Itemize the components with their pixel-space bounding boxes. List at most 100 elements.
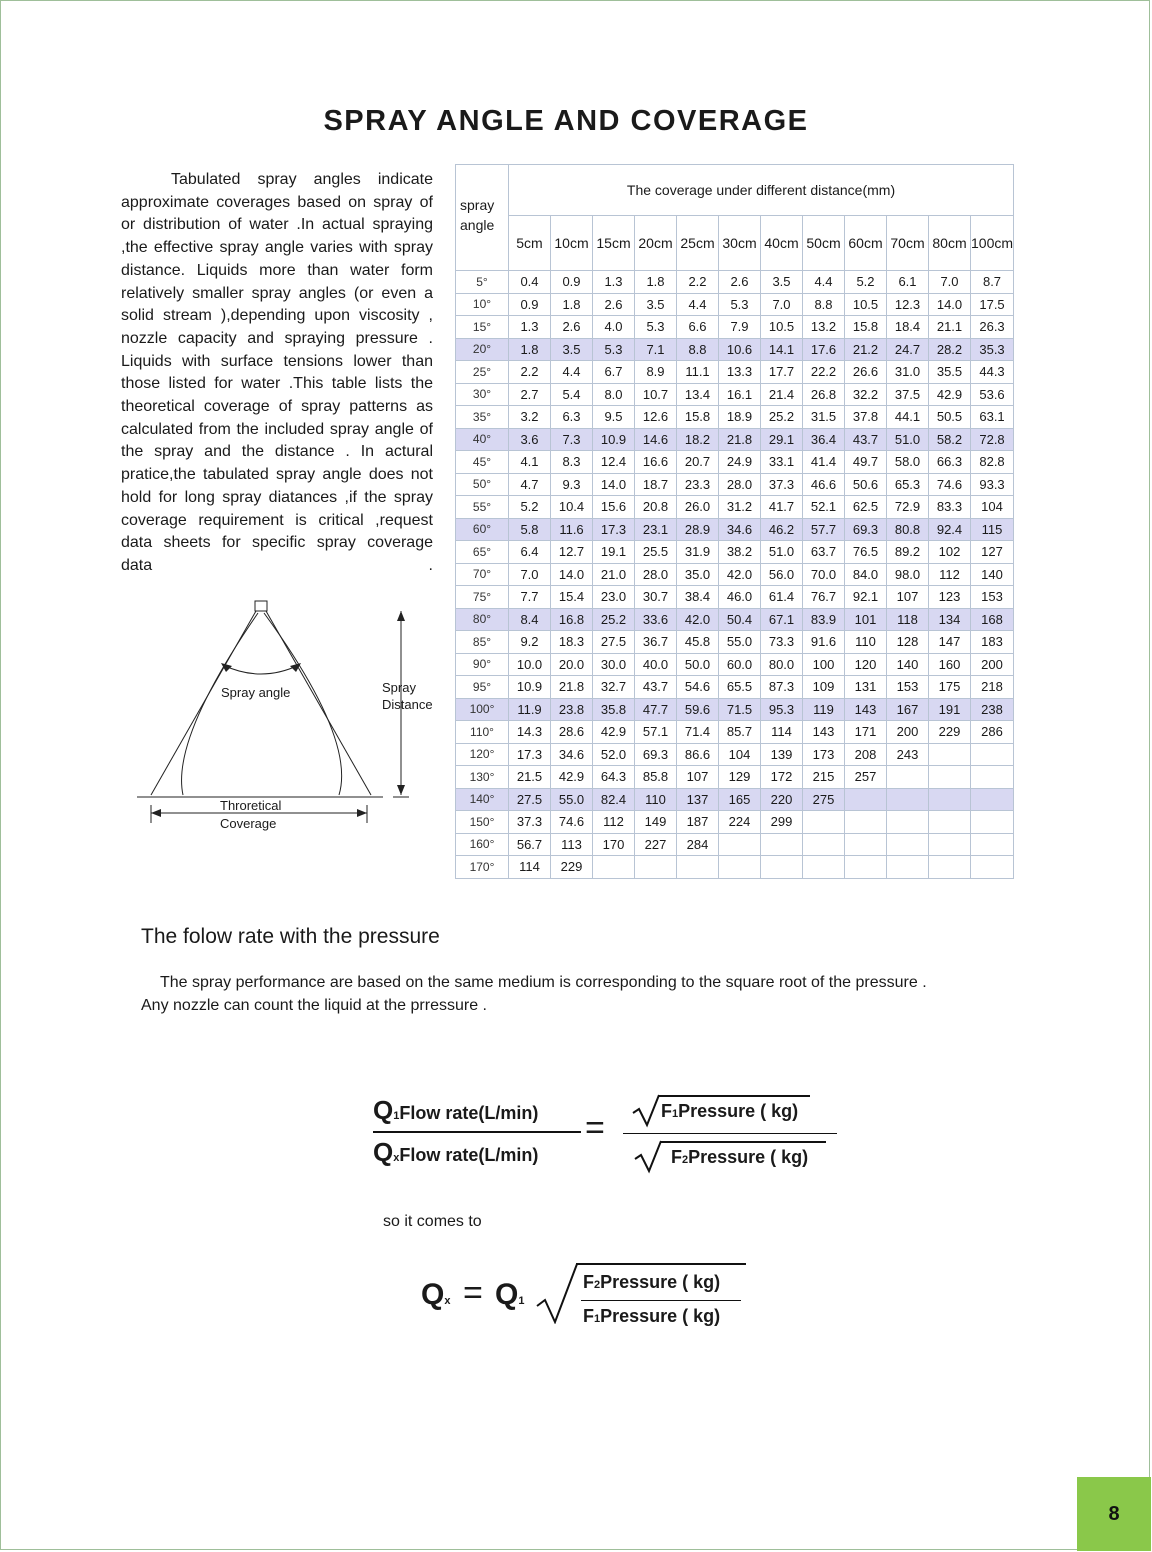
formula1-denominator-right: F2Pressure ( kg) <box>671 1147 809 1167</box>
coverage-cell: 35.3 <box>969 337 1015 361</box>
formula2-q1: Q1 <box>495 1278 525 1311</box>
angle-cell: 35° <box>455 405 509 429</box>
table-row: 80° 8.4 16.8 25.2 33.6 42.0 50.4 67.1 83.9 101 118… <box>455 607 1015 631</box>
coverage-cell: 229 <box>550 855 593 879</box>
coverage-cell: 10.0 <box>508 652 551 676</box>
coverage-cell: 64.3 <box>592 765 635 789</box>
coverage-cell: 65.5 <box>718 675 761 699</box>
coverage-cell <box>760 832 803 856</box>
coverage-cell: 32.7 <box>592 675 635 699</box>
coverage-cell: 37.8 <box>844 405 887 429</box>
coverage-table: spray angle The coverage under different… <box>455 164 1015 879</box>
coverage-cell: 57.1 <box>634 720 677 744</box>
formula1-left-fraction-bar <box>373 1131 581 1133</box>
coverage-cell: 1.8 <box>550 292 593 316</box>
coverage-cell: 8.7 <box>969 270 1015 294</box>
spray-curve-right <box>263 612 343 796</box>
coverage-cell: 7.1 <box>634 337 677 361</box>
coverage-cell: 46.0 <box>718 585 761 609</box>
coverage-cell: 5.4 <box>550 382 593 406</box>
coverage-cell <box>886 810 929 834</box>
coverage-cell: 36.4 <box>802 427 845 451</box>
coverage-cell: 149 <box>634 810 677 834</box>
coverage-cell: 30.7 <box>634 585 677 609</box>
sqrt-icon <box>536 1263 578 1324</box>
coverage-cell: 84.0 <box>844 562 887 586</box>
coverage-cell: 22.2 <box>802 360 845 384</box>
distance-header: 50cm <box>802 215 845 271</box>
coverage-cell: 13.3 <box>718 360 761 384</box>
coverage-cell: 101 <box>844 607 887 631</box>
coverage-cell: 28.2 <box>928 337 971 361</box>
distance-header: 80cm <box>928 215 971 271</box>
coverage-cell: 5.3 <box>634 315 677 339</box>
spray-diagram-graphic <box>137 600 409 823</box>
coverage-cell: 131 <box>844 675 887 699</box>
coverage-cell: 42.9 <box>550 765 593 789</box>
coverage-cell: 26.0 <box>676 495 719 519</box>
distance-arrow-bottom-head <box>397 785 405 795</box>
coverage-cell: 25.2 <box>592 607 635 631</box>
coverage-cell: 31.9 <box>676 540 719 564</box>
distance-header: 25cm <box>676 215 719 271</box>
coverage-cell: 20.8 <box>634 495 677 519</box>
coverage-cell: 187 <box>676 810 719 834</box>
coverage-cell: 10.7 <box>634 382 677 406</box>
coverage-cell: 27.5 <box>508 787 551 811</box>
coverage-cell: 183 <box>969 630 1015 654</box>
coverage-cell: 1.8 <box>508 337 551 361</box>
coverage-cell: 168 <box>969 607 1015 631</box>
coverage-cell: 6.1 <box>886 270 929 294</box>
coverage-cell: 31.5 <box>802 405 845 429</box>
coverage-cell: 31.2 <box>718 495 761 519</box>
coverage-cell: 82.4 <box>592 787 635 811</box>
table-row: 170° 114 229 <box>455 855 1015 879</box>
formula2-equals: = <box>463 1274 483 1312</box>
coverage-cell: 41.4 <box>802 450 845 474</box>
coverage-cell: 66.3 <box>928 450 971 474</box>
coverage-cell: 12.4 <box>592 450 635 474</box>
angle-cell: 80° <box>455 607 509 631</box>
coverage-cell: 82.8 <box>969 450 1015 474</box>
coverage-cell: 36.7 <box>634 630 677 654</box>
coverage-cell: 50.0 <box>676 652 719 676</box>
coverage-cell: 14.6 <box>634 427 677 451</box>
coverage-cell: 4.4 <box>550 360 593 384</box>
coverage-cell: 5.2 <box>508 495 551 519</box>
coverage-cell: 23.0 <box>592 585 635 609</box>
coverage-cell <box>928 832 971 856</box>
table-row: 45° 4.1 8.3 12.4 16.6 20.7 24.9 33.1 41.4 49.7 58.… <box>455 450 1015 474</box>
coverage-label-2: Coverage <box>220 816 277 831</box>
coverage-cell: 67.1 <box>760 607 803 631</box>
formula1-sqrt-bar-top <box>658 1095 810 1097</box>
coverage-cell: 19.1 <box>592 540 635 564</box>
coverage-cell: 87.3 <box>760 675 803 699</box>
coverage-cell: 4.4 <box>676 292 719 316</box>
table-row: 55° 5.2 10.4 15.6 20.8 26.0 31.2 41.7 52.1 62.5 72… <box>455 495 1015 519</box>
coverage-cell: 140 <box>969 562 1015 586</box>
coverage-cell: 104 <box>969 495 1015 519</box>
coverage-cell: 41.7 <box>760 495 803 519</box>
coverage-cell: 42.0 <box>718 562 761 586</box>
coverage-cell <box>928 810 971 834</box>
angle-cell: 100° <box>455 697 509 721</box>
formula1-numerator: Q1Flow rate(L/min) <box>373 1095 539 1125</box>
formula1-numerator-right: F1Pressure ( kg) <box>661 1101 799 1121</box>
coverage-cell <box>969 832 1015 856</box>
table-row: 10° 0.9 1.8 2.6 3.5 4.4 5.3 7.0 8.8 10.5 12.3 14.0 1… <box>455 292 1015 316</box>
coverage-cell: 123 <box>928 585 971 609</box>
coverage-cell: 173 <box>802 742 845 766</box>
coverage-cell: 172 <box>760 765 803 789</box>
coverage-cell: 2.2 <box>508 360 551 384</box>
coverage-cell: 11.9 <box>508 697 551 721</box>
coverage-cell: 1.8 <box>634 270 677 294</box>
coverage-cell: 143 <box>802 720 845 744</box>
coverage-cell: 100 <box>802 652 845 676</box>
coverage-cell: 33.1 <box>760 450 803 474</box>
angle-cell: 60° <box>455 517 509 541</box>
angle-cell: 130° <box>455 765 509 789</box>
coverage-cell <box>844 810 887 834</box>
coverage-cell: 80.0 <box>760 652 803 676</box>
coverage-cell: 191 <box>928 697 971 721</box>
coverage-cell <box>844 832 887 856</box>
